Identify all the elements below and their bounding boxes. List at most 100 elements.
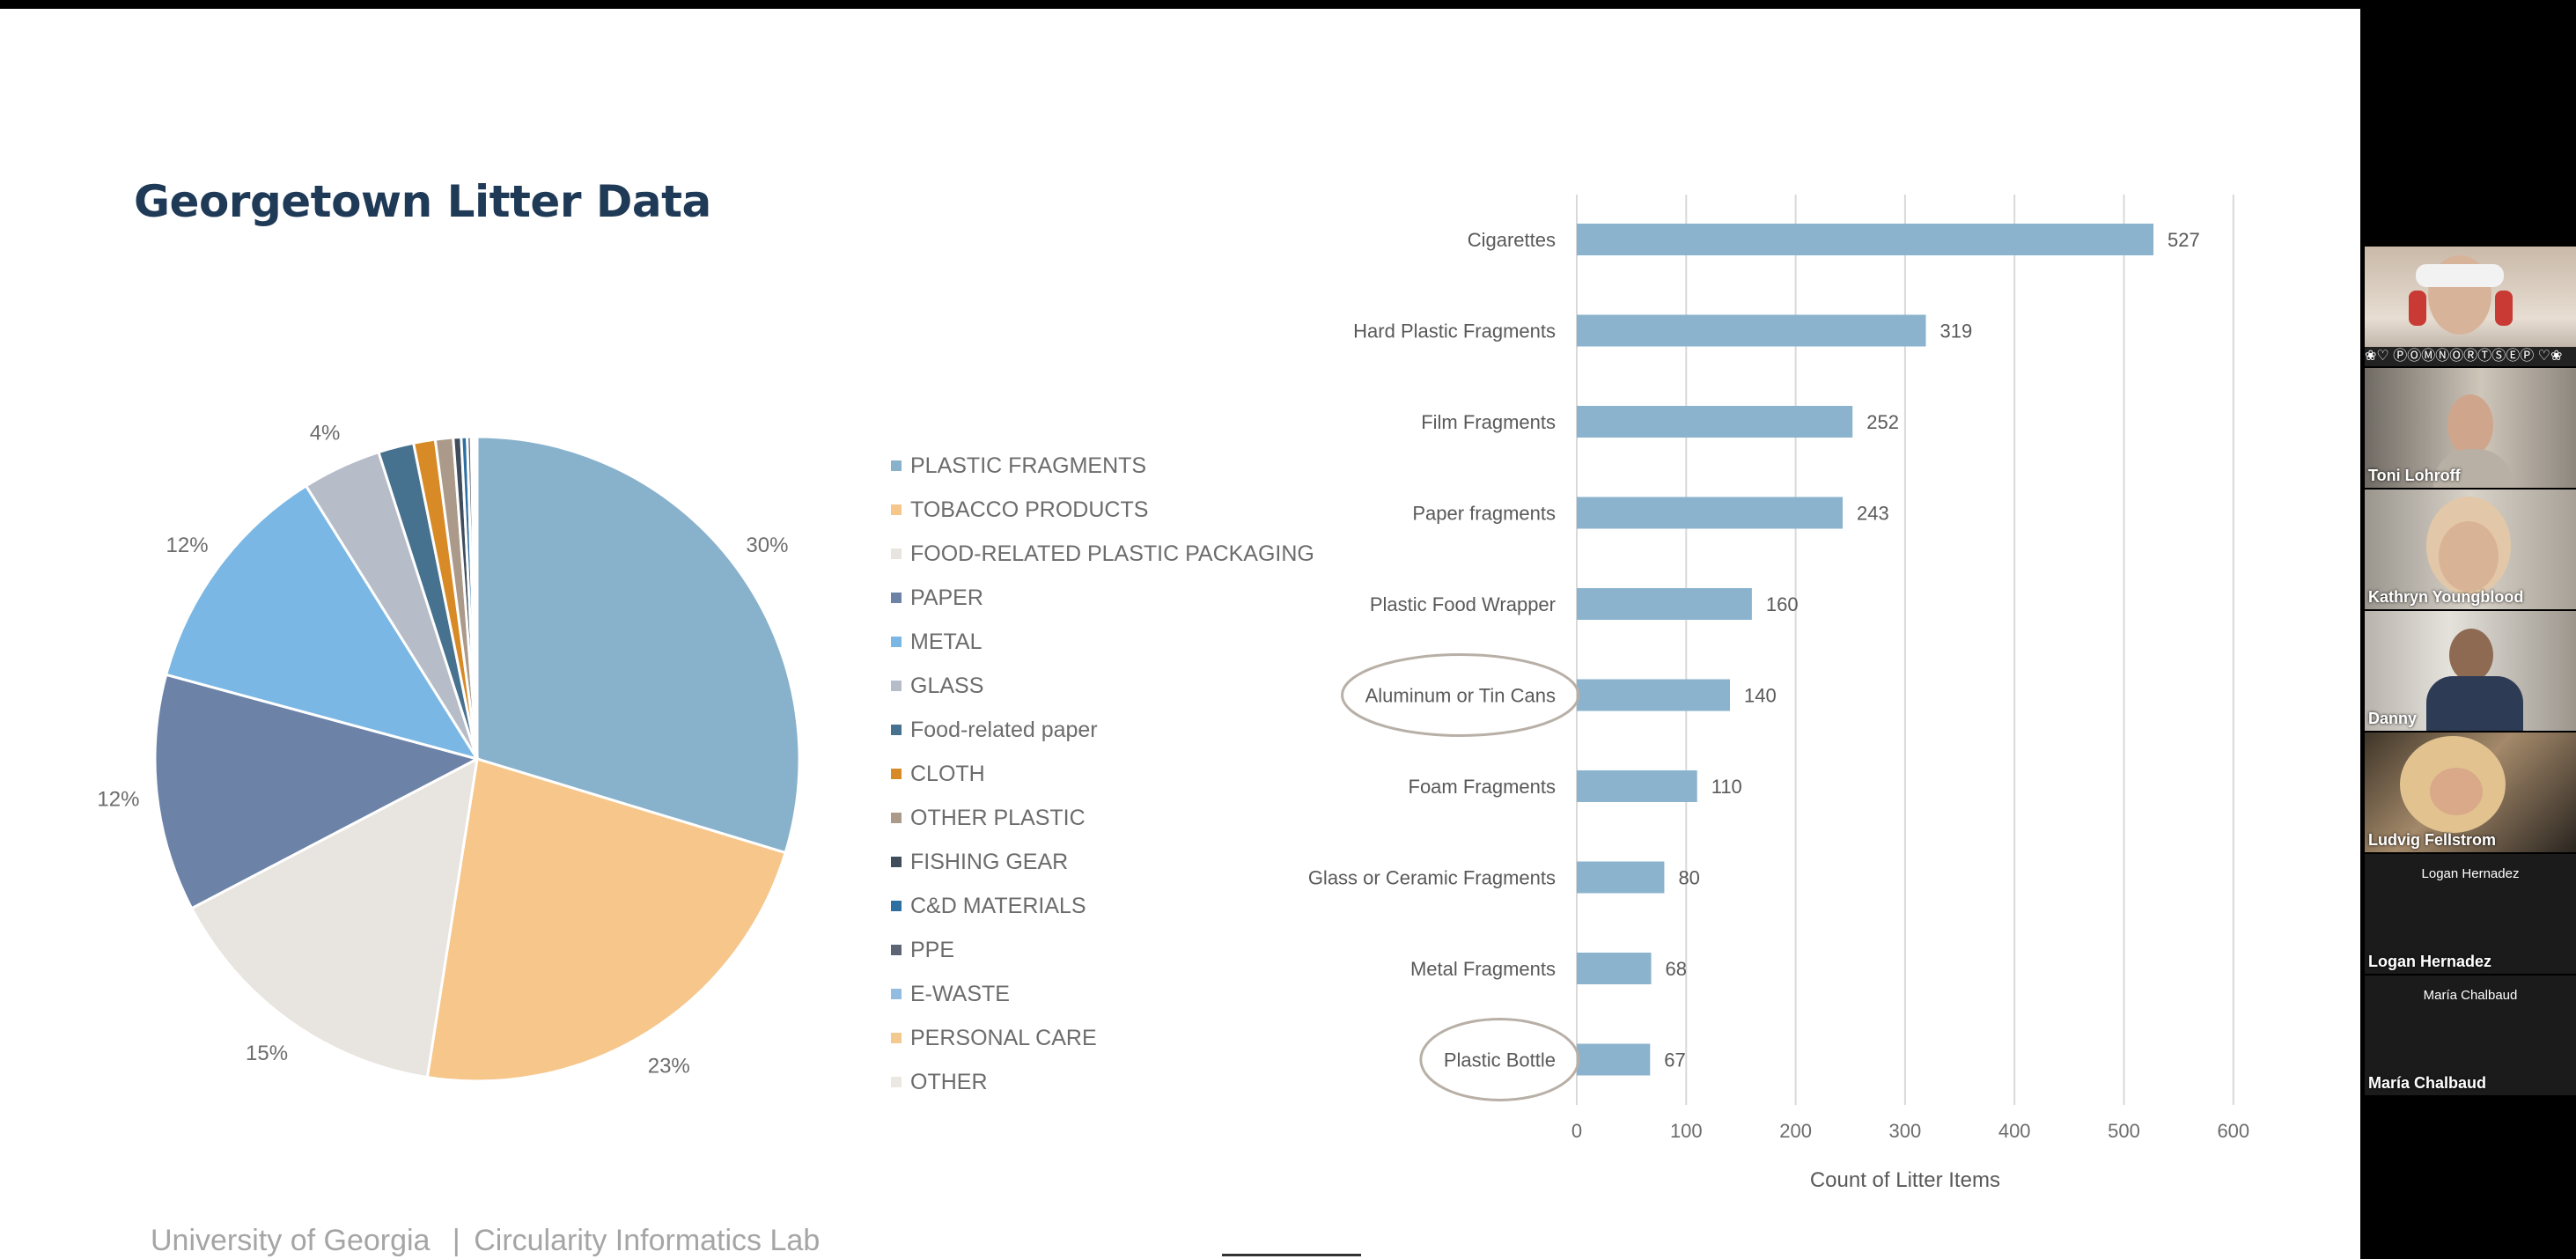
participant-tile-4[interactable]: Danny xyxy=(2365,611,2576,731)
legend-item-glass: GLASS xyxy=(891,664,1314,708)
pie-data-label: 12% xyxy=(97,788,139,812)
legend-label: E-WASTE xyxy=(910,981,1010,1006)
legend-swatch xyxy=(891,813,902,823)
pie-chart: 30% 23% 15% 12% 12% 4% xyxy=(97,421,801,1083)
bar-value-label: 527 xyxy=(2168,229,2200,251)
bar-value-label: 319 xyxy=(1940,320,1973,342)
category-label: Hard Plastic Fragments xyxy=(1353,320,1556,342)
bar-metal-fragments xyxy=(1577,953,1652,984)
legend-item-e-waste: E-WASTE xyxy=(891,972,1314,1016)
legend-item-personal-care: PERSONAL CARE xyxy=(891,1016,1314,1060)
pie-data-label: 12% xyxy=(166,534,209,557)
footer-lab: Circularity Informatics Lab xyxy=(474,1224,821,1257)
pie-data-label: 23% xyxy=(648,1054,690,1078)
bar-value-label: 252 xyxy=(1866,411,1899,433)
annotation-circle xyxy=(1419,1018,1580,1101)
participant-display-name: María Chalbaud xyxy=(2423,988,2518,1003)
legend-label: C&D MATERIALS xyxy=(910,893,1086,918)
x-tick-label: 300 xyxy=(1889,1120,1922,1142)
category-label: Glass or Ceramic Fragments xyxy=(1308,867,1556,889)
participant-name: Danny xyxy=(2368,710,2418,727)
participant-display-name: Logan Hernadez xyxy=(2421,866,2520,881)
participant-tile-5[interactable]: Ludvig Fellstrom xyxy=(2365,733,2576,852)
legend-label: GLASS xyxy=(910,673,984,698)
legend-swatch xyxy=(891,504,902,515)
x-tick-label: 200 xyxy=(1779,1120,1812,1142)
bar-plastic-food-wrapper xyxy=(1577,588,1752,620)
legend-item-fishing-gear: FISHING GEAR xyxy=(891,840,1314,884)
pie-slice-tobacco-products xyxy=(425,757,788,1083)
legend-item-plastic-fragments: PLASTIC FRAGMENTS xyxy=(891,444,1314,488)
participant-name: María Chalbaud xyxy=(2368,1074,2487,1092)
pie-data-label: 4% xyxy=(310,421,341,445)
legend-swatch xyxy=(891,989,902,999)
pie-data-label: 30% xyxy=(746,534,788,557)
x-tick-label: 100 xyxy=(1670,1120,1703,1142)
bar-value-label: 67 xyxy=(1664,1049,1685,1071)
pie-slice-food-related-plastic-packaging xyxy=(189,756,479,1079)
legend-label: OTHER PLASTIC xyxy=(910,805,1086,830)
legend-item-paper: PAPER xyxy=(891,576,1314,620)
category-label: Plastic Bottle xyxy=(1444,1049,1556,1071)
legend-swatch xyxy=(891,593,902,603)
legend-item-food-related-paper: Food-related paper xyxy=(891,708,1314,752)
participant-tile-7[interactable]: María Chalbaud María Chalbaud xyxy=(2365,976,2576,1095)
participant-name: Logan Hernadez xyxy=(2368,953,2492,970)
legend-swatch xyxy=(891,725,902,735)
participant-video xyxy=(2447,394,2493,456)
pie-slice-paper xyxy=(153,673,482,910)
footer-separator: | xyxy=(452,1224,460,1257)
x-tick-label: 0 xyxy=(1571,1120,1582,1142)
category-label: Metal Fragments xyxy=(1410,958,1556,980)
participant-face xyxy=(2439,521,2499,592)
participant-face xyxy=(2430,768,2483,815)
legend-label: PLASTIC FRAGMENTS xyxy=(910,453,1147,478)
participant-tile-3[interactable]: Kathryn Youngblood xyxy=(2365,490,2576,609)
legend-item-cloth: CLOTH xyxy=(891,752,1314,796)
participant-tile-6[interactable]: Logan Hernadez Logan Hernadez xyxy=(2365,854,2576,974)
legend-item-c-d-materials: C&D MATERIALS xyxy=(891,884,1314,928)
headband xyxy=(2416,264,2504,287)
legend-swatch xyxy=(891,857,902,867)
bar-aluminum-or-tin-cans xyxy=(1577,679,1731,711)
participant-name: Ludvig Fellstrom xyxy=(2368,831,2497,849)
legend-item-food-related-plastic-packaging: FOOD-RELATED PLASTIC PACKAGING xyxy=(891,532,1314,576)
participant-tile-2[interactable]: Toni Lohroff xyxy=(2365,368,2576,488)
legend-item-metal: METAL xyxy=(891,620,1314,664)
legend-label: METAL xyxy=(910,629,983,654)
presentation-slide: Georgetown Litter Data 30% 23% 15% 12% 12% 4%… xyxy=(0,9,2360,1259)
legend-label: Food-related paper xyxy=(910,717,1098,742)
legend-swatch xyxy=(891,681,902,691)
x-axis-title: Count of Litter Items xyxy=(1810,1168,2000,1192)
bar-value-label: 110 xyxy=(1711,776,1742,798)
legend-label: PPE xyxy=(910,937,955,962)
bar-film-fragments xyxy=(1577,406,1853,438)
x-tick-label: 500 xyxy=(2108,1120,2140,1142)
bar-cigarettes xyxy=(1577,224,2154,255)
legend-label: FOOD-RELATED PLASTIC PACKAGING xyxy=(910,541,1314,566)
legend-swatch xyxy=(891,637,902,647)
category-label: Paper fragments xyxy=(1412,503,1556,525)
legend-swatch xyxy=(891,901,902,911)
legend-item-other: OTHER xyxy=(891,1060,1314,1104)
pie-legend: PLASTIC FRAGMENTS TOBACCO PRODUCTS FOOD-RE… xyxy=(891,444,1314,1104)
x-tick-label: 600 xyxy=(2217,1120,2249,1142)
bar-value-label: 68 xyxy=(1666,958,1687,980)
legend-swatch xyxy=(891,945,902,955)
pie-slice-metal xyxy=(164,483,481,762)
legend-swatch xyxy=(891,769,902,779)
legend-item-other-plastic: OTHER PLASTIC xyxy=(891,796,1314,840)
legend-swatch xyxy=(891,1077,902,1087)
bar-plastic-bottle xyxy=(1577,1043,1651,1076)
category-label: Film Fragments xyxy=(1421,411,1556,433)
participant-tile-1[interactable]: ❀♡ ⓅⓄⓂⓃⓄⓇⓉⓈⒺⓅ ♡❀ xyxy=(2365,247,2576,366)
bar-paper-fragments xyxy=(1577,497,1844,529)
slide-footer: University of Georgia | Circularity Info… xyxy=(151,1224,820,1258)
bar-value-label: 243 xyxy=(1857,503,1889,525)
participant-name: Kathryn Youngblood xyxy=(2368,588,2524,606)
pie-data-label: 15% xyxy=(246,1042,288,1065)
pie-slice-other xyxy=(474,435,479,760)
bar-hard-plastic-fragments xyxy=(1577,314,1926,347)
participant-name: Toni Lohroff xyxy=(2368,467,2461,484)
bar-glass-or-ceramic-fragments xyxy=(1577,861,1665,894)
